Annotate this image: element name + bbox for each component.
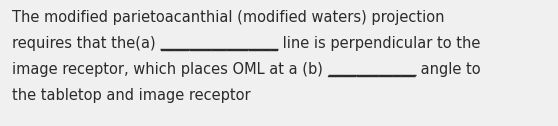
Text: The modified parietoacanthial (modified waters) projection: The modified parietoacanthial (modified … bbox=[12, 10, 445, 25]
Text: the tabletop and image receptor: the tabletop and image receptor bbox=[12, 88, 251, 103]
Text: line is perpendicular to the: line is perpendicular to the bbox=[278, 36, 480, 51]
Text: image receptor, which places OML at a (b): image receptor, which places OML at a (b… bbox=[12, 62, 328, 77]
Text: ________________: ________________ bbox=[160, 36, 278, 51]
Text: requires that the(a): requires that the(a) bbox=[12, 36, 160, 51]
Text: angle to: angle to bbox=[416, 62, 480, 77]
Text: ____________: ____________ bbox=[328, 62, 416, 77]
